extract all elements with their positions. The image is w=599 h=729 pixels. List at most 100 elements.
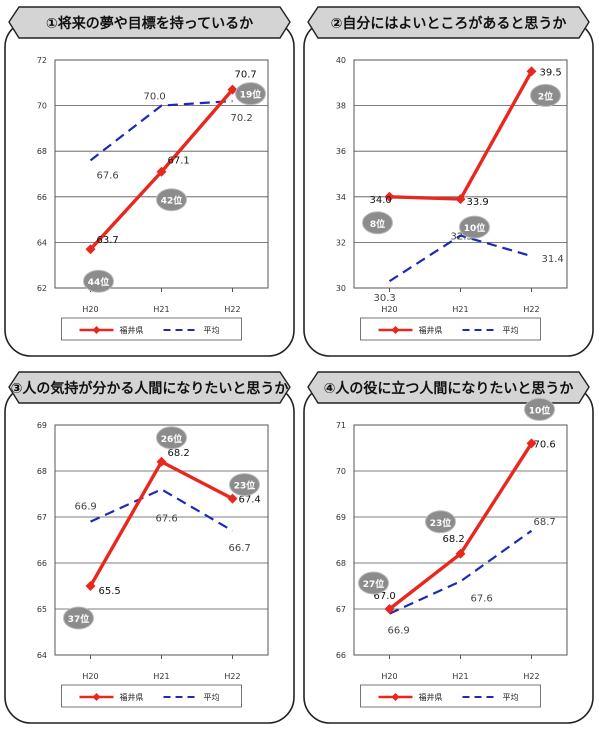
y-tick-label: 30 bbox=[336, 284, 346, 293]
y-tick-label: 70 bbox=[336, 467, 346, 476]
legend-box bbox=[61, 684, 242, 708]
data-label-average: 67.6 bbox=[156, 513, 178, 524]
data-label-average: 66.9 bbox=[75, 502, 97, 513]
data-label-average: 32.3 bbox=[451, 232, 473, 243]
y-tick-label: 40 bbox=[336, 56, 346, 65]
data-label-fukui: 33.9 bbox=[467, 197, 489, 208]
data-point-fukui bbox=[384, 604, 395, 614]
panel-frame bbox=[303, 385, 594, 724]
data-label-fukui: 34.0 bbox=[370, 195, 392, 206]
series-line-average bbox=[90, 488, 234, 532]
chart-1-svg: ①将来の夢や目標を持っているか 62 64 66 68 70 72 H20 H21 H22 67.6… bbox=[4, 6, 295, 357]
data-label-fukui: 63.7 bbox=[97, 235, 119, 246]
rank-label: 44位 bbox=[88, 276, 110, 288]
rank-badge bbox=[83, 269, 114, 293]
data-point-fukui bbox=[455, 194, 466, 205]
data-point-fukui bbox=[227, 84, 238, 95]
x-tick-label: H20 bbox=[82, 305, 98, 314]
chart-title: ③人の気持が分かる人間になりたいと思うか bbox=[11, 380, 289, 397]
title-banner bbox=[8, 371, 291, 404]
y-tick-label: 65 bbox=[37, 605, 47, 614]
rank-label: 23位 bbox=[430, 517, 452, 529]
chart-4-svg: ④人の役に立つ人間になりたいと思うか 66 67 68 69 70 71 H20 H21 H22 6… bbox=[303, 371, 594, 724]
y-tick-label: 70 bbox=[37, 102, 47, 111]
data-label-fukui: 68.2 bbox=[443, 534, 465, 545]
chart-title: ②自分にはよいところがあると思うか bbox=[331, 15, 567, 32]
data-point-fukui bbox=[526, 438, 537, 449]
y-tick-label: 69 bbox=[37, 421, 47, 430]
data-label-average: 30.3 bbox=[374, 293, 396, 304]
chart-3-svg: ③人の気持が分かる人間になりたいと思うか 64 65 66 67 68 69 H20 H21 H2… bbox=[4, 371, 295, 724]
y-tick-label: 66 bbox=[336, 651, 346, 660]
y-tick-label: 67 bbox=[37, 513, 47, 522]
series-line-average bbox=[388, 234, 532, 283]
y-tick-label: 36 bbox=[336, 147, 346, 156]
rank-label: 23位 bbox=[234, 480, 256, 492]
data-label-average: 68.7 bbox=[534, 517, 556, 528]
rank-badge bbox=[362, 211, 393, 235]
legend-marker-fukui bbox=[391, 326, 400, 334]
y-tick-label: 68 bbox=[336, 559, 346, 568]
rank-badge bbox=[63, 606, 94, 630]
y-tick-label: 71 bbox=[336, 421, 346, 430]
rank-label: 26位 bbox=[161, 433, 183, 445]
chart-panel-4: ④人の役に立つ人間になりたいと思うか 66 67 68 69 70 71 H20 H21 H22 6… bbox=[302, 370, 595, 725]
rank-label: 8位 bbox=[370, 218, 385, 230]
rank-label: 42位 bbox=[161, 195, 183, 207]
data-label-average: 70.0 bbox=[144, 92, 166, 103]
chart-title: ①将来の夢や目標を持っているか bbox=[46, 15, 253, 32]
legend-box bbox=[61, 317, 242, 341]
y-tick-label: 64 bbox=[37, 651, 47, 660]
rank-badge bbox=[229, 473, 260, 497]
rank-label: 19位 bbox=[240, 89, 262, 101]
legend-label-fukui: 福井県 bbox=[419, 692, 443, 702]
y-tick-label: 64 bbox=[37, 238, 47, 247]
legend-marker-fukui bbox=[92, 693, 101, 701]
rank-badge bbox=[235, 82, 266, 106]
chart-panel-1: ①将来の夢や目標を持っているか 62 64 66 68 70 72 H20 H21 H22 67.6… bbox=[3, 5, 296, 358]
data-point-fukui bbox=[85, 244, 96, 255]
x-tick-label: H21 bbox=[452, 672, 468, 681]
rank-label: 10位 bbox=[529, 404, 551, 416]
x-tick-label: H22 bbox=[523, 672, 539, 681]
y-tick-label: 66 bbox=[37, 559, 47, 568]
y-tick-label: 69 bbox=[336, 513, 346, 522]
panel-frame bbox=[4, 385, 295, 724]
rank-label: 37位 bbox=[68, 613, 90, 625]
x-tick-label: H20 bbox=[82, 672, 98, 681]
data-label-fukui: 67.1 bbox=[168, 156, 190, 167]
legend-label-average: 平均 bbox=[503, 692, 519, 702]
data-point-fukui bbox=[227, 493, 238, 504]
x-tick-label: H21 bbox=[452, 305, 468, 314]
legend-marker-fukui bbox=[391, 693, 400, 701]
legend-marker-fukui bbox=[92, 326, 101, 334]
y-tick-label: 68 bbox=[37, 467, 47, 476]
chart-2-svg: ②自分にはよいところがあると思うか 30 32 34 36 38 40 H20 H21 H22 30… bbox=[303, 6, 594, 357]
chart-title: ④人の役に立つ人間になりたいと思うか bbox=[324, 380, 574, 397]
y-tick-label: 62 bbox=[37, 284, 47, 293]
y-tick-label: 72 bbox=[37, 56, 47, 65]
rank-badge bbox=[425, 510, 456, 534]
legend-label-average: 平均 bbox=[204, 692, 220, 702]
legend-label-fukui: 福井県 bbox=[120, 692, 144, 702]
y-tick-label: 38 bbox=[336, 102, 346, 111]
rank-label: 27位 bbox=[363, 578, 385, 590]
rank-badge bbox=[358, 571, 389, 595]
data-label-average: 66.9 bbox=[388, 626, 410, 637]
data-label-fukui: 70.6 bbox=[534, 439, 556, 450]
y-tick-label: 67 bbox=[336, 605, 346, 614]
x-tick-label: H22 bbox=[224, 305, 240, 314]
data-label-fukui: 68.2 bbox=[168, 448, 190, 459]
legend-box bbox=[360, 317, 541, 341]
data-point-fukui bbox=[156, 456, 167, 467]
legend-label-average: 平均 bbox=[503, 325, 519, 335]
rank-badge bbox=[156, 188, 187, 212]
data-point-fukui bbox=[526, 66, 537, 77]
data-label-fukui: 67.4 bbox=[239, 495, 261, 506]
title-banner bbox=[307, 371, 590, 404]
rank-label: 10位 bbox=[464, 222, 486, 234]
chart-panel-2: ②自分にはよいところがあると思うか 30 32 34 36 38 40 H20 H21 H22 30… bbox=[302, 5, 595, 358]
y-tick-label: 66 bbox=[37, 193, 47, 202]
chart-panel-3: ③人の気持が分かる人間になりたいと思うか 64 65 66 67 68 69 H20 H21 H2… bbox=[3, 370, 296, 725]
data-point-fukui bbox=[384, 191, 395, 202]
